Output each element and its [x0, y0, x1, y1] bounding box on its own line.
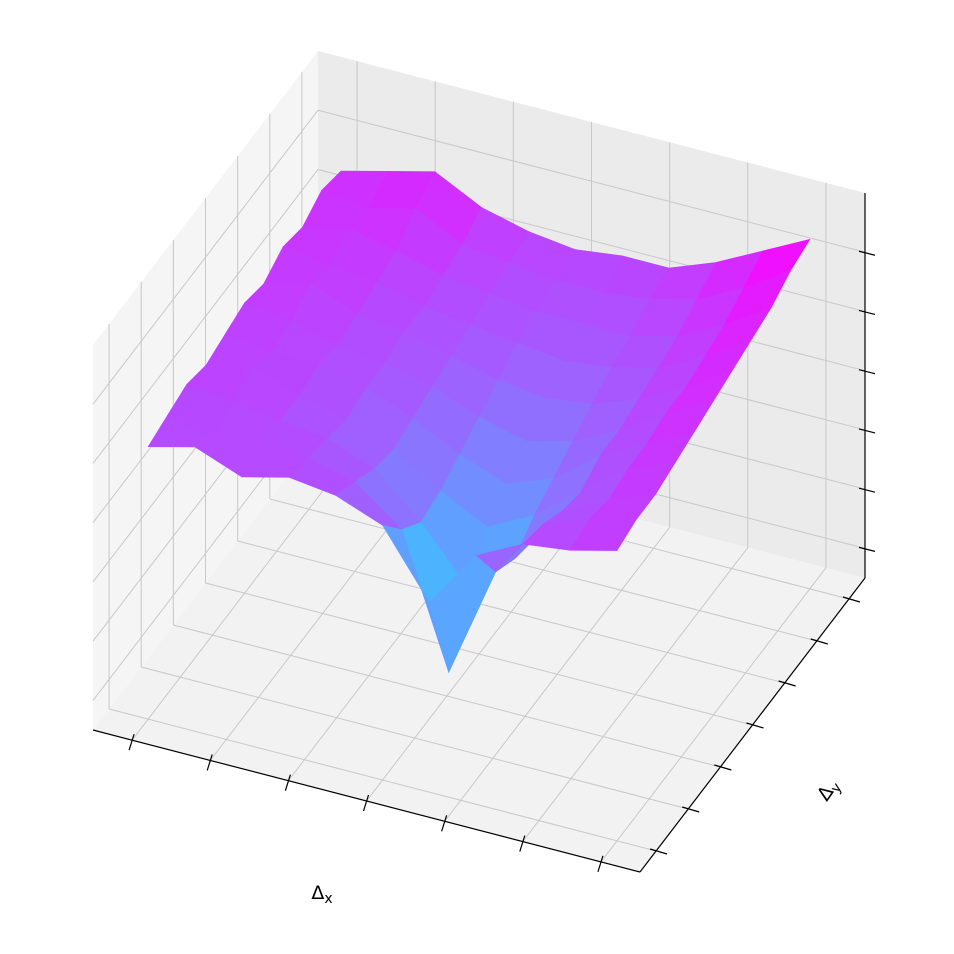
y-tick — [746, 722, 764, 729]
grid-line — [173, 624, 721, 768]
x-tick — [128, 733, 135, 751]
y-tick — [778, 680, 796, 687]
x-axis-label: Δx — [311, 882, 332, 908]
x-tick — [206, 754, 213, 771]
surface — [147, 170, 811, 674]
x-label-base: Δ — [311, 882, 324, 904]
z-tick — [858, 309, 876, 316]
y-tick — [810, 638, 828, 645]
y-tick — [842, 596, 861, 603]
y-tick — [714, 764, 732, 771]
z-tick — [858, 369, 876, 375]
grid-line — [237, 540, 785, 684]
grid-line — [269, 498, 817, 642]
y-axis-label: Δy — [812, 775, 845, 807]
grid-line — [92, 169, 319, 464]
surface-facet — [569, 518, 637, 551]
grid-line — [205, 582, 753, 726]
x-tick — [519, 835, 526, 852]
axis-line — [639, 577, 866, 873]
axes — [92, 193, 876, 873]
z-tick — [858, 546, 876, 552]
grid-line — [317, 109, 866, 253]
y-tick — [649, 848, 668, 855]
axis-line — [92, 729, 641, 873]
x-tick — [362, 794, 370, 812]
z-tick — [858, 487, 876, 493]
y-tick — [682, 806, 700, 813]
z-tick — [858, 250, 876, 256]
x-tick — [441, 815, 448, 832]
x-label-sub: x — [324, 891, 332, 907]
z-tick — [858, 428, 876, 434]
grid-line — [108, 708, 657, 852]
grid-line — [92, 109, 319, 405]
x-tick — [284, 774, 291, 791]
grid-line — [141, 666, 689, 810]
x-tick — [597, 855, 604, 873]
